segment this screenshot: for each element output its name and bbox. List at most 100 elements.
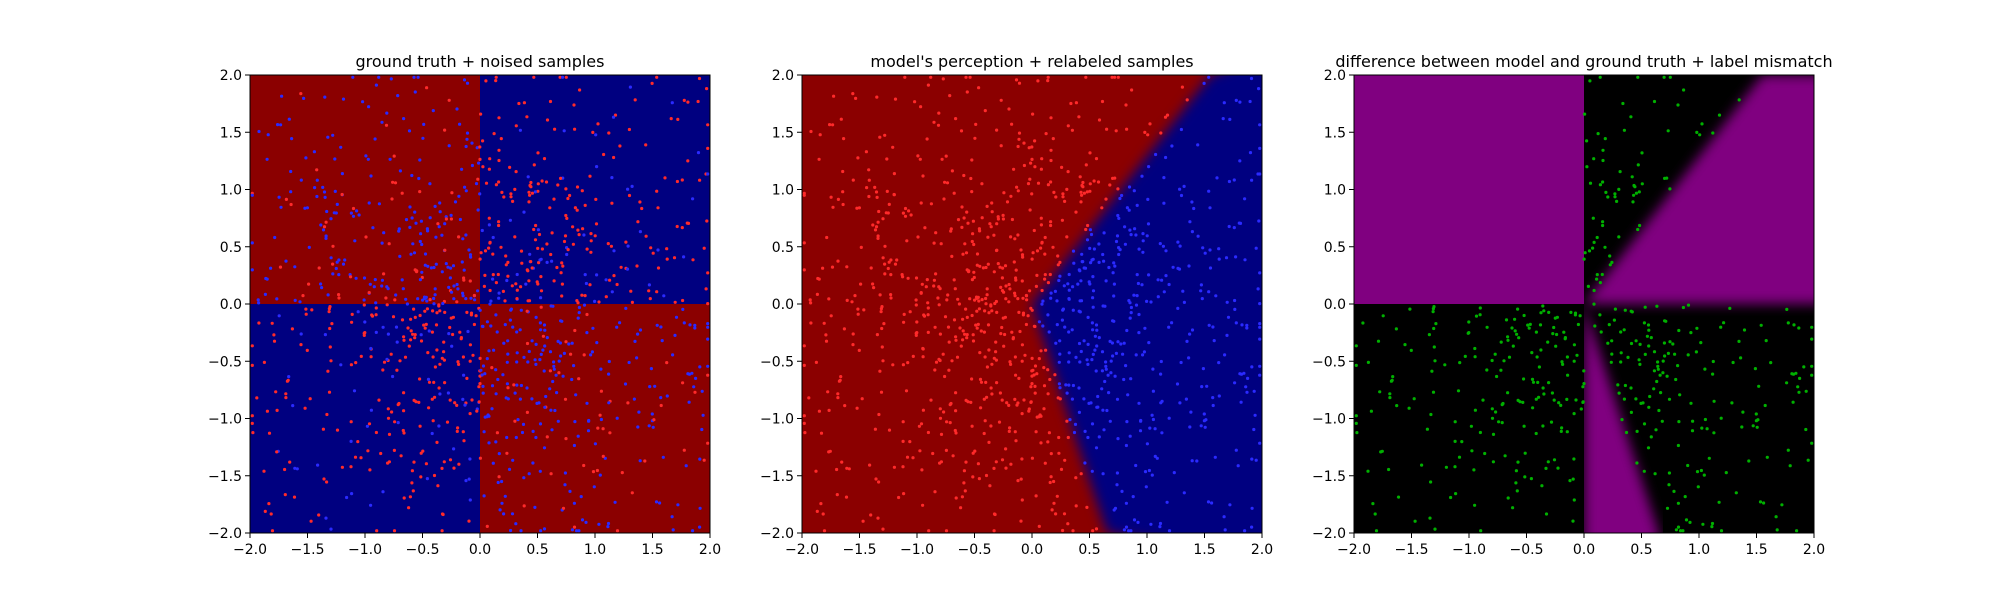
relabeled-point <box>957 302 962 306</box>
relabeled-point <box>851 332 855 336</box>
relabeled-point <box>1077 341 1082 346</box>
y-tick-label: −2.0 <box>1312 526 1346 542</box>
sample-point <box>329 359 333 363</box>
relabeled-point <box>1211 396 1215 400</box>
mismatch-point <box>1758 500 1763 504</box>
sample-point <box>443 128 447 132</box>
mismatch-point <box>1683 495 1687 499</box>
sample-point <box>529 260 533 264</box>
mismatch-point <box>1592 302 1596 306</box>
mismatch-point <box>1542 309 1546 313</box>
relabeled-point <box>1090 258 1094 262</box>
mismatch-point <box>1607 323 1611 327</box>
sample-point <box>433 287 437 291</box>
sample-point <box>524 282 528 286</box>
relabeled-point <box>978 351 982 355</box>
relabeled-point <box>984 473 989 478</box>
sample-point <box>408 205 412 209</box>
relabeled-point <box>1147 273 1151 277</box>
sample-point <box>488 241 492 245</box>
relabeled-point <box>1074 504 1078 508</box>
mismatch-point <box>1631 200 1635 204</box>
sample-point <box>504 263 508 267</box>
relabeled-point <box>879 390 884 394</box>
mismatch-point <box>1667 397 1672 401</box>
relabeled-point <box>891 145 895 149</box>
sample-point <box>288 460 292 464</box>
sample-point <box>594 222 599 226</box>
relabeled-point <box>1167 529 1172 533</box>
sample-point <box>627 193 632 198</box>
sample-point <box>706 123 710 127</box>
relabeled-point <box>1214 294 1218 298</box>
relabeled-point <box>929 75 933 79</box>
sample-point <box>488 288 492 293</box>
chart-title: difference between model and ground trut… <box>1335 52 1832 71</box>
relabeled-point <box>1061 195 1065 199</box>
sample-point <box>519 249 524 253</box>
mismatch-point <box>1626 355 1630 359</box>
sample-point <box>400 278 404 282</box>
sample-point <box>572 103 576 107</box>
sample-point <box>431 109 435 113</box>
sample-point <box>478 257 482 261</box>
relabeled-point <box>1250 457 1254 461</box>
relabeled-point <box>1254 458 1258 462</box>
relabeled-point <box>1055 299 1059 303</box>
sample-point <box>337 258 341 262</box>
relabeled-point <box>1097 435 1101 439</box>
sample-point <box>637 410 641 414</box>
sample-point <box>539 328 543 332</box>
sample-point <box>475 146 479 150</box>
sample-point <box>655 75 659 79</box>
sample-point <box>702 458 706 462</box>
relabeled-point <box>1016 233 1020 237</box>
mismatch-point <box>1702 473 1706 477</box>
relabeled-point <box>1137 331 1141 335</box>
mismatch-point <box>1647 344 1651 348</box>
sample-point <box>257 129 261 134</box>
relabeled-point <box>1073 422 1078 426</box>
relabeled-point <box>821 512 825 516</box>
mismatch-point <box>1785 307 1789 311</box>
relabeled-point <box>1057 435 1061 440</box>
relabeled-point <box>1091 352 1095 356</box>
sample-point <box>327 310 331 314</box>
sample-point <box>553 127 557 131</box>
relabeled-point <box>966 221 970 225</box>
sample-point <box>485 524 489 529</box>
sample-point <box>255 396 259 400</box>
relabeled-point <box>1070 397 1074 401</box>
relabeled-point <box>926 301 930 305</box>
relabeled-point <box>892 465 897 469</box>
sample-point <box>691 197 695 201</box>
mismatch-point <box>1707 456 1711 460</box>
relabeled-point <box>1222 101 1226 105</box>
sample-point <box>615 529 620 533</box>
mismatch-point <box>1473 408 1477 412</box>
relabeled-point <box>1232 178 1236 182</box>
sample-point <box>456 287 460 291</box>
mismatch-point <box>1691 419 1695 423</box>
sample-point <box>588 174 592 178</box>
sample-point <box>572 443 577 448</box>
relabeled-point <box>1068 418 1072 422</box>
relabeled-point <box>1164 274 1168 278</box>
sample-point <box>416 297 420 301</box>
relabeled-point <box>1113 506 1118 510</box>
relabeled-point <box>937 111 941 115</box>
relabeled-point <box>1213 455 1217 459</box>
sample-point <box>289 190 293 194</box>
mismatch-point <box>1681 305 1685 310</box>
sample-point <box>497 116 501 120</box>
sample-point <box>447 144 451 148</box>
relabeled-point <box>1077 386 1081 390</box>
relabeled-point <box>850 300 854 304</box>
panel-difference: difference between model and ground trut… <box>1312 52 1833 558</box>
relabeled-point <box>831 123 835 127</box>
sample-point <box>380 278 384 282</box>
relabeled-point <box>970 239 974 244</box>
mismatch-point <box>1366 360 1370 364</box>
sample-point <box>435 311 439 315</box>
sample-point <box>479 251 483 255</box>
